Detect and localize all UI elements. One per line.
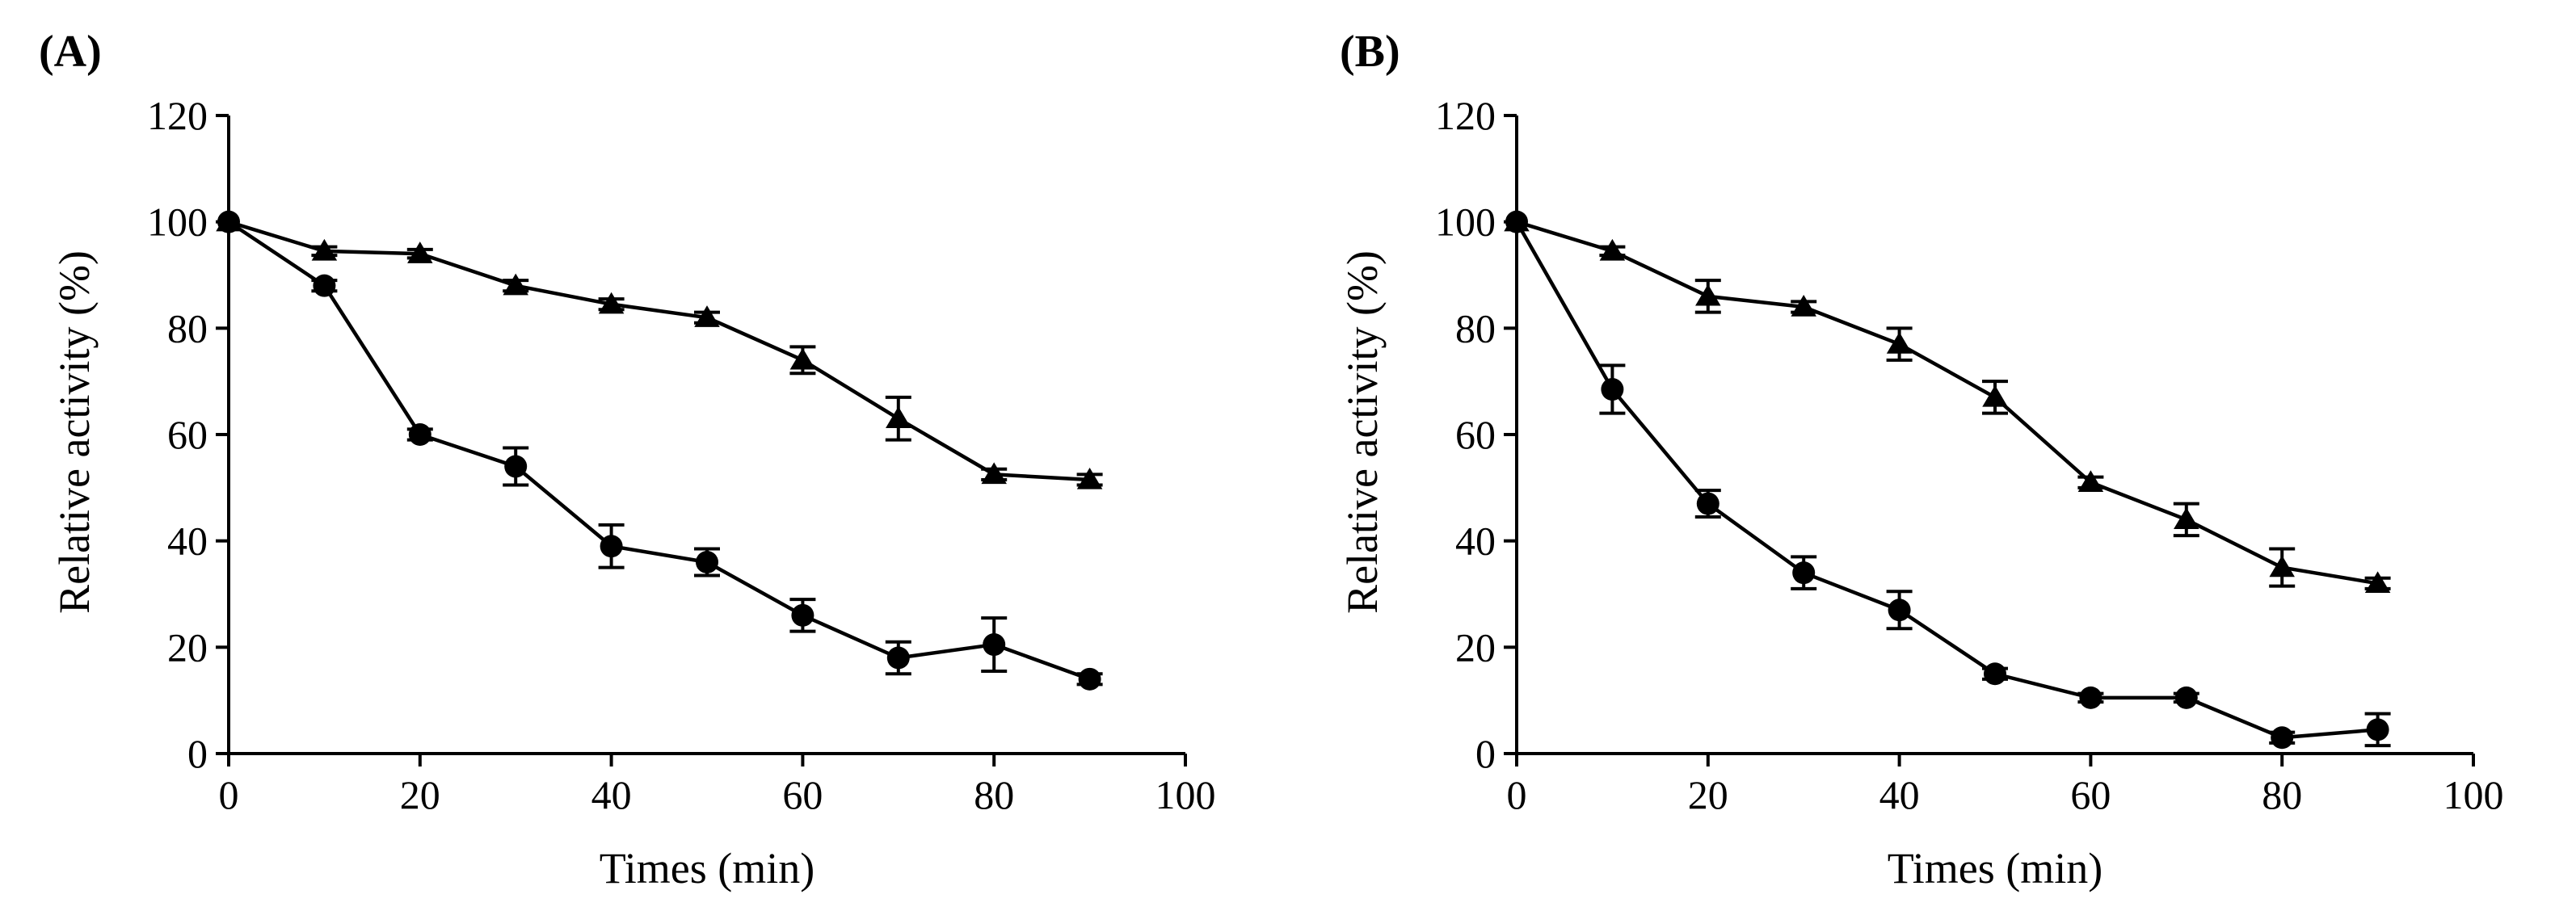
triangle-point [1791,295,1816,317]
x-tick-label: 80 [974,772,1014,817]
y-tick-label: 40 [167,519,208,564]
circle-point [1505,210,1528,233]
triangle-point [2174,507,2199,530]
triangle-series-line [1516,220,2378,586]
y-tick-label: 80 [167,305,208,351]
circle-point [600,535,623,558]
circle-point [1078,667,1101,691]
y-tick-label: 80 [1455,305,1496,351]
triangle-point [1695,284,1721,306]
circle-point [886,646,910,670]
y-tick-label: 20 [1455,624,1496,670]
panel-label: (A) [39,27,102,77]
triangle-point [407,242,433,263]
triangle-point [981,462,1007,485]
triangle-point [886,406,911,428]
x-axis-title: Times (min) [600,844,815,892]
panel-a: (A) Relative activity (%) Times (min) 0 2… [39,27,1216,892]
y-tick-label: 120 [147,93,208,138]
panel-b: (B) Relative activity (%) Times (min) 0 2… [1288,0,2576,924]
circle-point [696,551,718,573]
x-tick-label: 40 [591,772,632,817]
y-tick-label: 0 [187,731,208,776]
circle-point [2366,718,2389,741]
x-tick-label: 0 [1507,772,1527,817]
y-tick-label: 60 [167,412,208,457]
triangle-point [2269,555,2295,578]
triangle-point [598,292,625,314]
circle-point [1888,598,1911,622]
circle-point [1696,492,1719,515]
triangle-point [694,305,720,327]
triangle-series-line [228,220,1090,482]
chart-a: (A) Relative activity (%) Times (min) 0 2… [39,27,1216,892]
circle-point [504,455,528,478]
circle-point [408,423,431,446]
y-tick-label: 100 [147,200,208,245]
chart-b: (B) Relative activity (%) Times (min) 0 2… [1338,27,2504,892]
x-tick-label: 60 [782,772,823,817]
triangle-point [311,238,338,261]
x-tick-label: 0 [219,772,239,817]
circle-point [1792,561,1816,585]
y-tick-label: 60 [1455,412,1496,457]
circle-series-line [1515,220,2378,740]
x-tick-label: 40 [1879,772,1920,817]
triangle-point [1886,332,1913,354]
circle-point [2079,686,2102,709]
y-tick-label: 120 [1435,93,1496,138]
triangle-point [2077,470,2104,492]
panel-label: (B) [1340,27,1400,77]
circle-series-line [227,220,1091,681]
x-tick-label: 20 [1688,772,1728,817]
y-axis-title: Relative activity (%) [1338,250,1387,614]
y-tick-label: 40 [1455,519,1496,564]
triangle-point [1076,467,1103,489]
circle-point [791,603,814,627]
y-tick-label: 100 [1435,200,1496,245]
triangle-point [1599,238,1626,261]
triangle-point [503,273,528,296]
y-axis-title: Relative activity (%) [50,250,99,614]
x-axis-title: Times (min) [1888,844,2103,892]
circle-point [983,633,1006,657]
x-tick-label: 60 [2070,772,2111,817]
triangle-point [789,347,816,370]
circle-point [2271,726,2294,750]
x-tick-label: 80 [2262,772,2302,817]
circle-point [2174,686,2198,709]
triangle-point [1982,384,2008,407]
x-tick-label: 100 [1155,772,1216,817]
triangle-point [2364,571,2391,594]
circle-point [1984,662,2006,686]
circle-point [313,274,336,297]
y-tick-label: 20 [167,624,208,670]
circle-point [217,210,240,233]
x-tick-label: 100 [2443,772,2504,817]
circle-point [1601,378,1624,401]
y-tick-label: 0 [1475,731,1496,776]
x-tick-label: 20 [400,772,440,817]
